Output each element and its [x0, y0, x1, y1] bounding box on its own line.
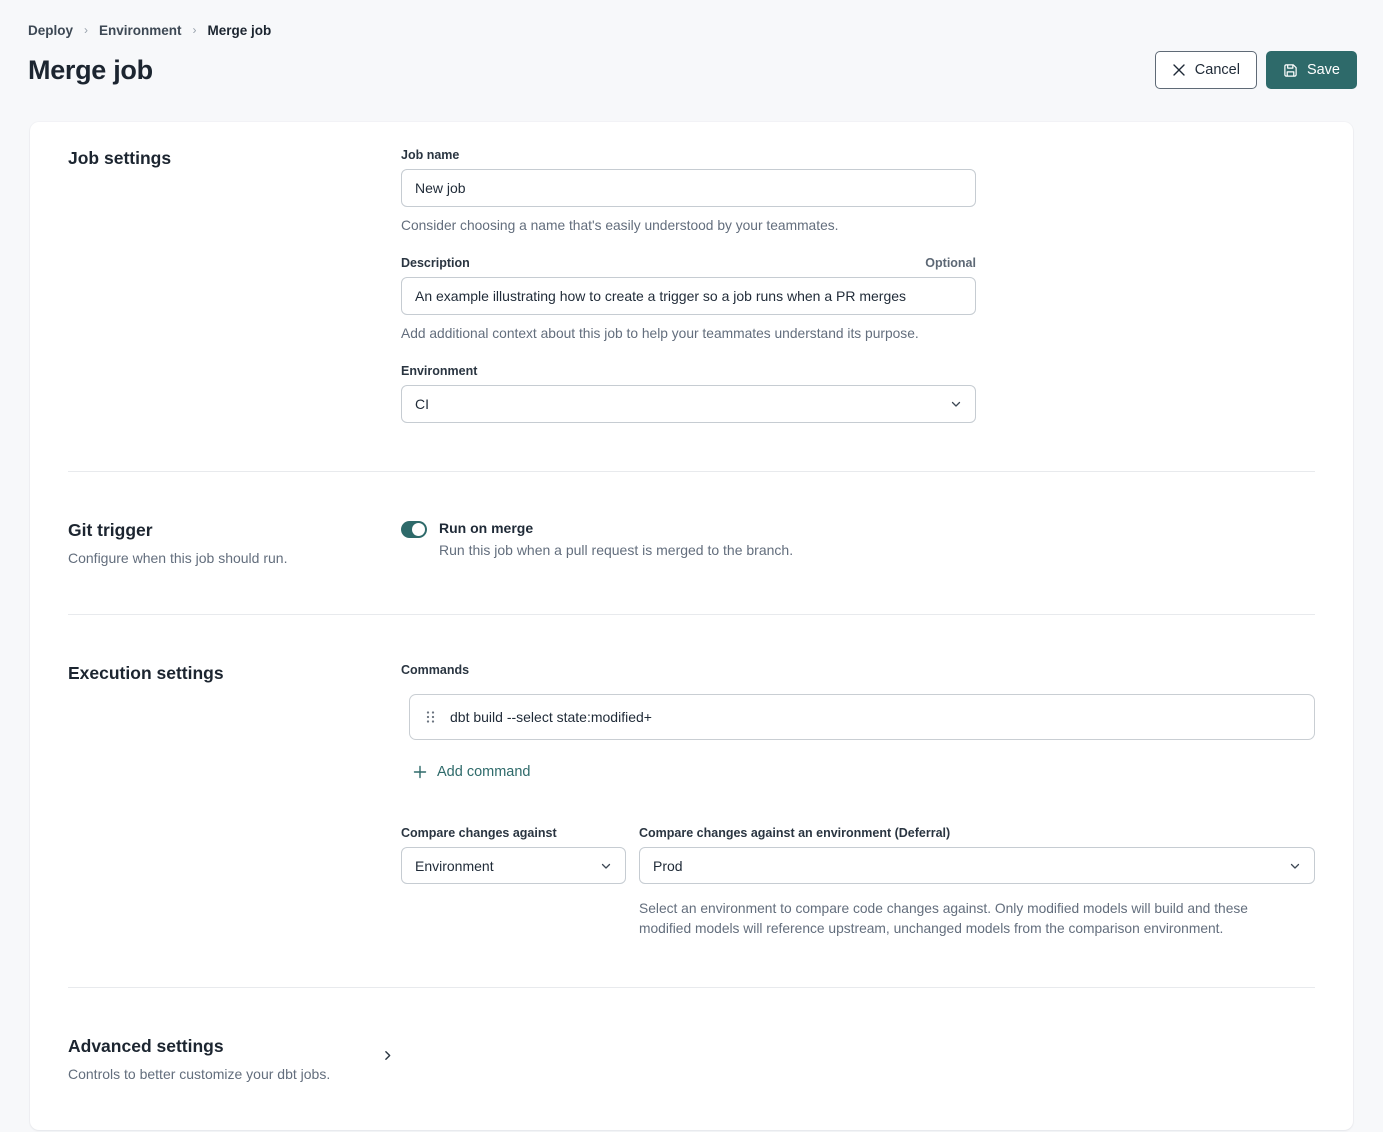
- plus-icon: [413, 765, 427, 779]
- job-name-help: Consider choosing a name that's easily u…: [401, 218, 839, 233]
- deferral-label: Compare changes against an environment (…: [639, 826, 951, 840]
- header-actions: Cancel Save: [1154, 51, 1357, 89]
- run-on-merge-toggle[interactable]: [401, 521, 427, 538]
- description-label: Description: [401, 256, 470, 270]
- command-row: [409, 694, 1315, 740]
- section-divider: [68, 614, 1315, 615]
- drag-handle-icon[interactable]: [426, 710, 435, 724]
- page-header: Deploy › Environment › Merge job Merge j…: [0, 0, 1383, 89]
- breadcrumb-separator-icon: ›: [192, 22, 197, 37]
- chevron-right-icon[interactable]: [381, 1049, 394, 1062]
- breadcrumb-item-environment[interactable]: Environment: [99, 23, 182, 38]
- git-trigger-heading: Git trigger: [68, 520, 153, 540]
- run-on-merge-description: Run this job when a pull request is merg…: [439, 542, 794, 558]
- compare-changes-select-value: Environment: [415, 857, 494, 874]
- job-name-label: Job name: [401, 148, 460, 162]
- section-job-settings: Job settings Job name Consider choosing …: [30, 122, 1353, 471]
- save-disk-icon: [1283, 63, 1298, 78]
- deferral-select[interactable]: Prod: [639, 847, 1315, 884]
- compare-changes-label: Compare changes against: [401, 826, 557, 840]
- deferral-help: Select an environment to compare code ch…: [639, 901, 1248, 936]
- job-settings-card: Job settings Job name Consider choosing …: [30, 122, 1353, 1130]
- cancel-button-label: Cancel: [1194, 62, 1240, 78]
- add-command-label: Add command: [437, 764, 531, 780]
- job-name-input[interactable]: [401, 169, 976, 207]
- chevron-down-icon: [1289, 860, 1301, 872]
- cancel-button[interactable]: Cancel: [1154, 51, 1257, 89]
- toggle-knob: [412, 523, 425, 536]
- section-advanced-settings[interactable]: Advanced settings Controls to better cus…: [30, 988, 1353, 1130]
- execution-settings-heading: Execution settings: [68, 663, 224, 683]
- chevron-down-icon: [950, 398, 962, 410]
- breadcrumb-separator-icon: ›: [84, 22, 89, 37]
- environment-field-group: Environment CI: [401, 364, 976, 423]
- breadcrumb-item-merge-job: Merge job: [207, 23, 272, 38]
- compare-changes-field-group: Compare changes against Environment: [401, 826, 626, 939]
- page-title: Merge job: [28, 54, 153, 85]
- description-optional-tag: Optional: [925, 256, 976, 270]
- breadcrumb-item-deploy[interactable]: Deploy: [28, 23, 74, 38]
- save-button[interactable]: Save: [1265, 51, 1357, 89]
- job-name-field-group: Job name Consider choosing a name that's…: [401, 148, 976, 236]
- breadcrumb: Deploy › Environment › Merge job: [28, 22, 1357, 39]
- save-button-label: Save: [1306, 62, 1340, 78]
- section-execution-settings: Execution settings Commands: [30, 615, 1353, 987]
- description-field-group: Description Optional Add additional cont…: [401, 256, 976, 344]
- chevron-down-icon: [600, 860, 612, 872]
- environment-select-value: CI: [415, 396, 429, 412]
- description-help: Add additional context about this job to…: [401, 326, 919, 341]
- advanced-settings-heading: Advanced settings: [68, 1036, 224, 1056]
- run-on-merge-label: Run on merge: [439, 520, 534, 536]
- section-git-trigger: Git trigger Configure when this job shou…: [30, 472, 1353, 614]
- deferral-field-group: Compare changes against an environment (…: [639, 826, 1315, 939]
- environment-select[interactable]: CI: [401, 385, 976, 423]
- deferral-select-value: Prod: [653, 857, 683, 874]
- description-input[interactable]: [401, 277, 976, 315]
- close-icon: [1172, 63, 1186, 77]
- command-input[interactable]: [448, 695, 1298, 739]
- commands-label: Commands: [401, 663, 470, 677]
- section-divider: [68, 987, 1315, 988]
- git-trigger-subheading: Configure when this job should run.: [68, 550, 288, 566]
- environment-label: Environment: [401, 364, 478, 378]
- section-divider: [68, 471, 1315, 472]
- add-command-button[interactable]: Add command: [413, 764, 531, 780]
- advanced-settings-subheading: Controls to better customize your dbt jo…: [68, 1066, 331, 1082]
- compare-changes-select[interactable]: Environment: [401, 847, 626, 884]
- job-settings-heading: Job settings: [68, 148, 172, 168]
